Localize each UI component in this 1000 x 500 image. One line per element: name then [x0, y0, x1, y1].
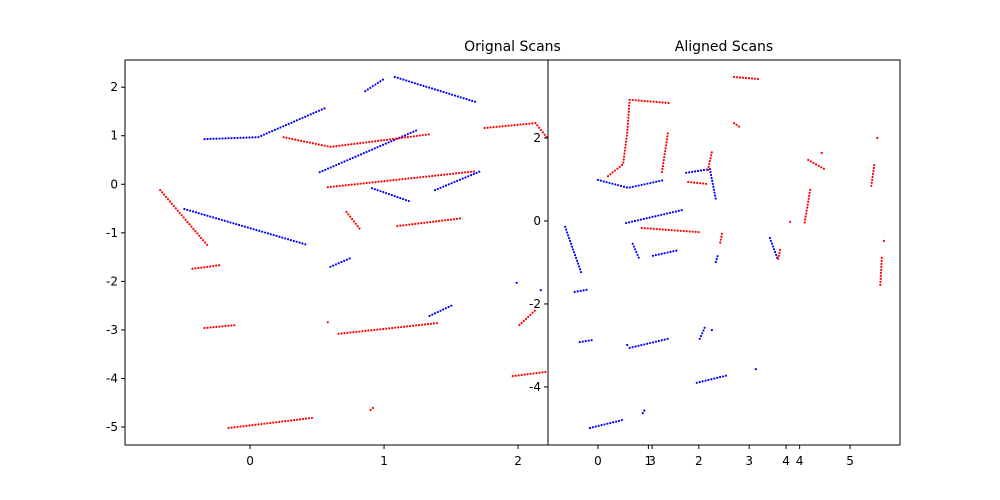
scan-points [628, 337, 670, 349]
scan-points [660, 131, 670, 174]
scan-points [326, 170, 478, 189]
scan-points [588, 419, 624, 430]
x-tick-label: 0 [246, 454, 254, 468]
scan-points [159, 189, 209, 247]
scan-points [718, 232, 724, 245]
scan-points [768, 236, 780, 262]
scan-points [227, 416, 315, 430]
scan-points [396, 217, 463, 228]
scan-points [803, 188, 812, 227]
y-tick-label: -1 [106, 226, 118, 240]
scan-points [183, 207, 309, 247]
scan-points [596, 178, 667, 189]
x-tick-label: 4 [782, 454, 790, 468]
scan-points [364, 76, 387, 93]
scan-points [687, 180, 709, 186]
scan-points [625, 208, 685, 225]
y-tick-label: -3 [106, 323, 118, 337]
scan-points [345, 210, 361, 231]
x-tick-label: 4 [796, 454, 804, 468]
scan-points [807, 158, 827, 171]
chart-title: Aligned Scans [675, 39, 773, 55]
scan-points [428, 304, 454, 317]
scan-points [733, 75, 761, 81]
y-tick-label: 0 [533, 214, 541, 228]
scan-points [714, 253, 719, 264]
y-tick-label: 2 [533, 131, 541, 145]
y-tick-label: -4 [529, 380, 541, 394]
scan-points [393, 75, 478, 104]
scan-points [870, 163, 876, 188]
y-tick-label: -5 [106, 420, 118, 434]
scan-points [776, 248, 782, 262]
x-tick-label: 1 [380, 454, 388, 468]
chart-title: Orignal Scans [464, 39, 561, 55]
x-tick-label: 0 [594, 454, 602, 468]
y-tick-label: 2 [110, 80, 118, 94]
y-tick-label: -2 [106, 274, 118, 288]
scan-points [370, 187, 411, 203]
scan-points [282, 133, 431, 149]
x-tick-label: 1 [645, 454, 653, 468]
scan-points [606, 98, 672, 178]
scan-points [329, 257, 352, 268]
y-tick-label: -4 [106, 371, 118, 385]
y-tick-label: -2 [529, 297, 541, 311]
axes-frame [547, 59, 901, 446]
x-tick-label: 3 [745, 454, 753, 468]
scan-points [698, 324, 707, 340]
x-tick-label: 3 [648, 454, 656, 468]
y-tick-label: 0 [110, 177, 118, 191]
scan-points [573, 288, 588, 293]
x-tick-label: 5 [846, 454, 854, 468]
scan-points [191, 263, 223, 270]
scan-points [631, 242, 641, 262]
scan-points [318, 128, 419, 174]
scan-points [695, 374, 728, 384]
scan-points [578, 338, 594, 344]
y-tick-label: 1 [110, 129, 118, 143]
plot-area [548, 60, 900, 445]
scan-points [483, 121, 549, 140]
scan-points [641, 408, 646, 415]
scan-points [433, 170, 482, 192]
scan-points [706, 151, 713, 171]
scan-points [518, 308, 537, 327]
x-tick-label: 2 [695, 454, 703, 468]
scan-points [337, 322, 439, 335]
scan-points [369, 406, 375, 412]
scan-points [564, 225, 583, 274]
scan-points [511, 370, 549, 378]
scan-points [203, 107, 327, 141]
scan-points [882, 239, 887, 244]
x-tick-label: 2 [514, 454, 522, 468]
scan-points [685, 167, 717, 201]
scan-points [640, 226, 701, 234]
scan-points [203, 324, 237, 330]
